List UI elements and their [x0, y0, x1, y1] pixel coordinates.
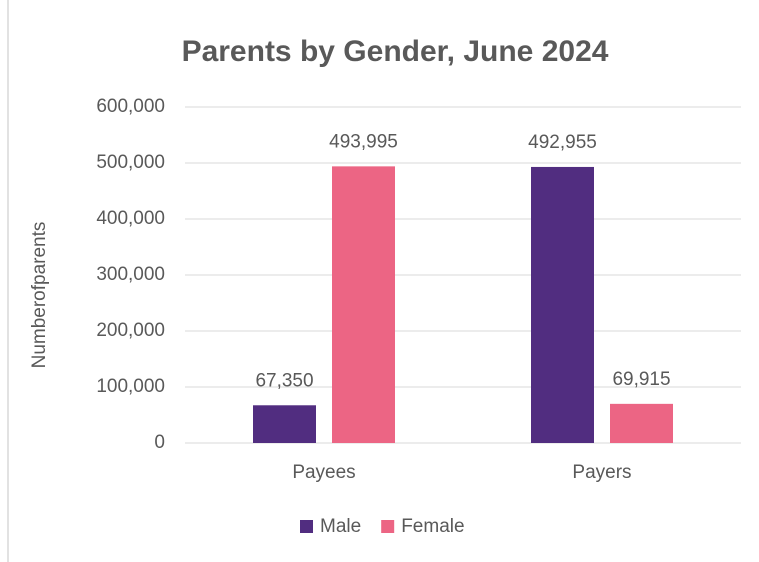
y-tick-label: 200,000	[96, 320, 165, 341]
y-axis-label: Numberofparents	[29, 222, 50, 369]
x-tick-label: Payers	[572, 462, 631, 483]
bar	[332, 166, 395, 443]
data-label: 493,995	[329, 131, 398, 152]
y-tick-label: 600,000	[96, 96, 165, 117]
data-label: 67,350	[255, 370, 313, 391]
data-label: 69,915	[612, 369, 670, 390]
legend-label: Male	[320, 516, 361, 537]
legend-swatch	[381, 520, 395, 533]
bar	[531, 166, 594, 444]
chart-title: Parents by Gender, June 2024	[182, 35, 609, 68]
bar	[610, 403, 673, 443]
data-label: 492,955	[528, 132, 597, 153]
bar	[253, 405, 316, 443]
y-tick-label: 300,000	[96, 264, 165, 285]
y-tick-label: 400,000	[96, 208, 165, 229]
legend-swatch	[300, 520, 313, 533]
x-tick-label: Payees	[292, 462, 355, 483]
y-tick-label: 100,000	[96, 376, 165, 397]
y-tick-label: 500,000	[96, 152, 165, 173]
y-tick-label: 0	[154, 432, 165, 453]
legend-label: Female	[401, 516, 464, 537]
